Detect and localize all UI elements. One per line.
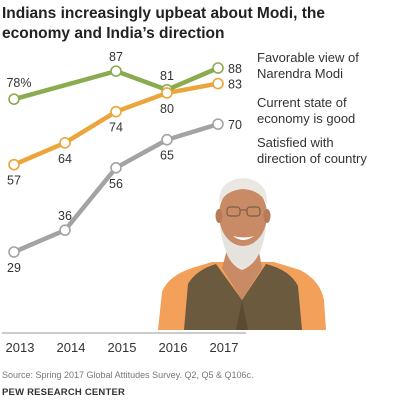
data-label: 81: [160, 69, 174, 83]
data-point: [8, 246, 20, 258]
data-point: [161, 133, 173, 146]
legend-entry: Satisfied with: [257, 135, 334, 150]
data-label: 57: [7, 174, 21, 188]
data-label: 74: [109, 121, 123, 135]
data-label: 78%: [6, 76, 31, 90]
x-tick-label: 2017: [210, 340, 239, 355]
data-point: [8, 158, 20, 171]
x-tick-label: 2016: [159, 340, 188, 355]
data-label: 83: [228, 78, 242, 92]
org-name: PEW RESEARCH CENTER: [2, 387, 126, 398]
data-label: 80: [160, 102, 174, 116]
data-point: [59, 224, 71, 236]
legend-entry: direction of country: [257, 151, 367, 166]
data-point: [110, 105, 122, 118]
data-label: 65: [160, 149, 174, 163]
data-label: 70: [228, 118, 242, 132]
x-tick-label: 2015: [108, 340, 137, 355]
data-point: [212, 118, 224, 130]
legend-entry: economy is good: [257, 111, 355, 126]
series-points: [8, 62, 224, 258]
series-line-0: [11, 65, 221, 102]
data-point: [161, 87, 173, 99]
data-point: [8, 93, 20, 105]
portrait-photo-icon: [158, 178, 326, 330]
source-note: Source: Spring 2017 Global Attitudes Sur…: [2, 370, 254, 380]
x-tick-label: 2014: [57, 340, 86, 355]
data-point: [59, 137, 71, 149]
data-label: 88: [228, 62, 242, 76]
data-point: [212, 62, 224, 74]
data-labels: 78% 87 81 88 57 64 74 80 83 29 36 56 65 70: [6, 50, 241, 275]
data-label: 56: [109, 177, 123, 191]
series-lines: [11, 65, 221, 255]
data-label: 87: [109, 50, 123, 64]
legend-entry: Favorable view of: [257, 50, 359, 65]
data-point: [110, 161, 122, 174]
data-label: 36: [58, 209, 72, 223]
data-label: 64: [58, 152, 72, 166]
x-axis: 2013 2014 2015 2016 2017: [2, 332, 246, 355]
data-point: [110, 65, 122, 77]
legend-entry: Narendra Modi: [257, 66, 343, 81]
x-tick-label: 2013: [6, 340, 35, 355]
legend-entry: Current state of: [257, 95, 347, 110]
chart-title: Indians increasingly upbeat about Modi, …: [2, 5, 325, 42]
data-point: [212, 77, 224, 90]
data-label: 29: [7, 261, 21, 275]
